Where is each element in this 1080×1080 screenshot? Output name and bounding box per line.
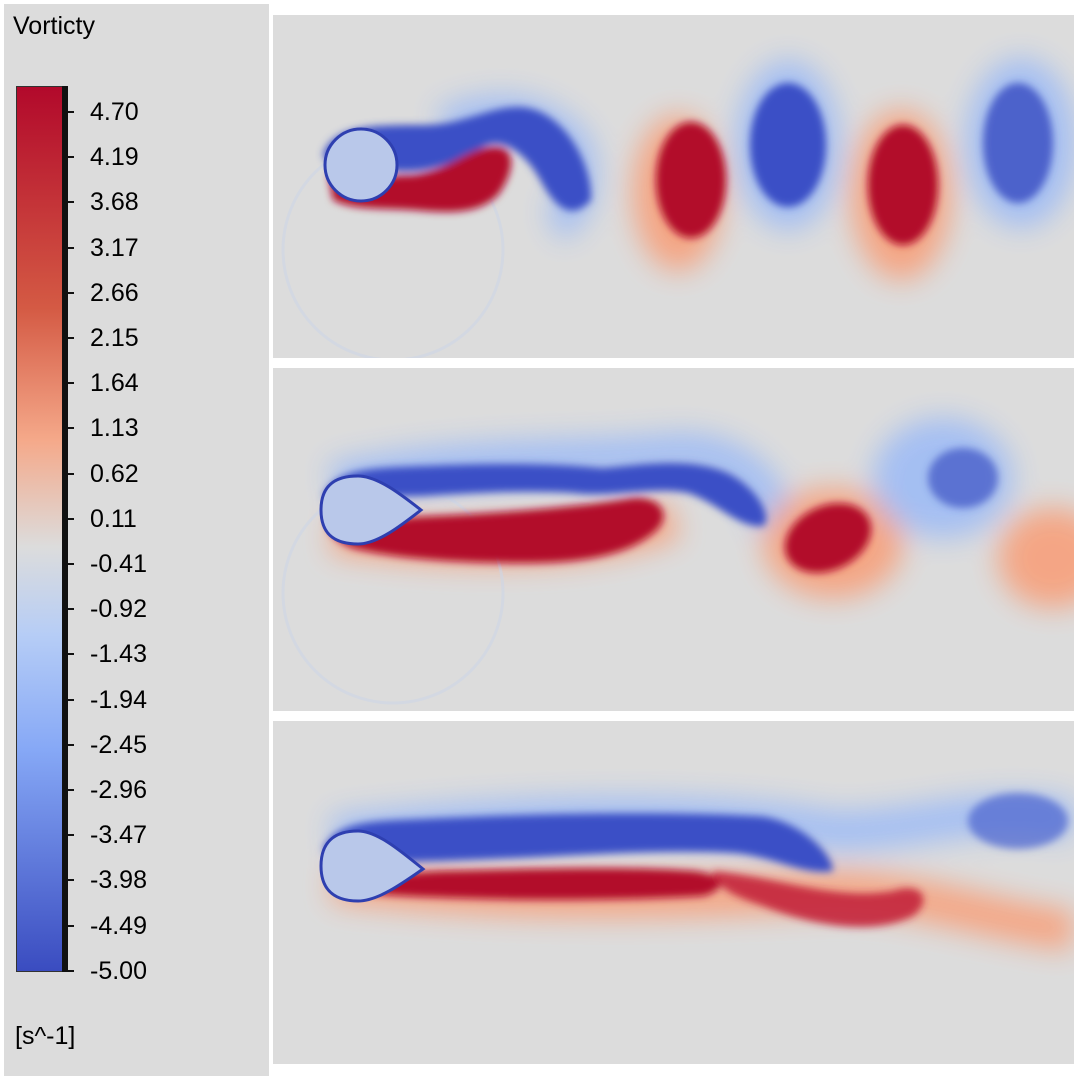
colorbar-tick-label: 3.68 [90,188,139,217]
colorbar-tick-label: 4.19 [90,143,139,172]
colorbar-tick-label: 2.66 [90,278,139,307]
colorbar-tick-mark [68,156,74,159]
colorbar-tick-mark [68,653,74,656]
colorbar-tick-mark [68,291,74,294]
vorticity-legend: Vorticty 4.70 4.19 3.68 3.17 2.66 2.15 1.64 1.1… [4,4,269,1076]
legend-title: Vorticty [13,12,95,40]
colorbar-edge [62,86,68,972]
colorbar [16,86,66,972]
colorbar-tick-mark [68,246,74,249]
colorbar-tick-mark [68,879,74,882]
colorbar-tick-label: -3.47 [90,821,147,850]
colorbar-tick-mark [68,472,74,475]
colorbar-tick-label: -0.92 [90,595,147,624]
colorbar-tick-label: -0.41 [90,550,147,578]
colorbar-tick-mark [68,608,74,611]
colorbar-tick-mark [68,111,74,113]
colorbar-tick-label: 3.17 [90,233,139,262]
colorbar-tick-label: -2.45 [90,730,147,759]
colorbar-tick-label: -2.96 [90,776,147,804]
vorticity-panel-1 [273,15,1074,358]
colorbar-tick-label: -5.00 [90,956,147,985]
colorbar-tick-mark [68,969,74,972]
colorbar-tick-label: 4.70 [90,98,139,126]
vorticity-panel-2 [273,368,1074,711]
vorticity-panel-3 [273,721,1074,1064]
colorbar-tick-label: 0.62 [90,459,139,488]
colorbar-tick-mark [68,924,74,927]
colorbar-tick-mark [68,517,74,520]
colorbar-tick-mark [68,743,74,746]
colorbar-tick-mark [68,382,74,385]
colorbar-tick-label: 1.13 [90,414,139,443]
colorbar-tick-mark [68,789,74,791]
colorbar-tick-mark [68,698,74,701]
colorbar-tick-mark [68,834,74,837]
colorbar-tick-label: -3.98 [90,866,147,895]
colorbar-tick-label: -4.49 [90,911,147,940]
colorbar-tick-label: 0.11 [90,504,137,533]
colorbar-tick-label: -1.94 [90,685,147,714]
colorbar-tick-mark [68,563,74,565]
colorbar-tick-mark [68,337,74,339]
colorbar-tick-mark [68,201,74,204]
legend-unit: [s^-1] [15,1022,76,1050]
colorbar-tick-label: 1.64 [90,369,139,398]
colorbar-tick-label: 2.15 [90,324,139,352]
colorbar-tick-mark [68,427,74,430]
colorbar-tick-label: -1.43 [90,640,147,669]
